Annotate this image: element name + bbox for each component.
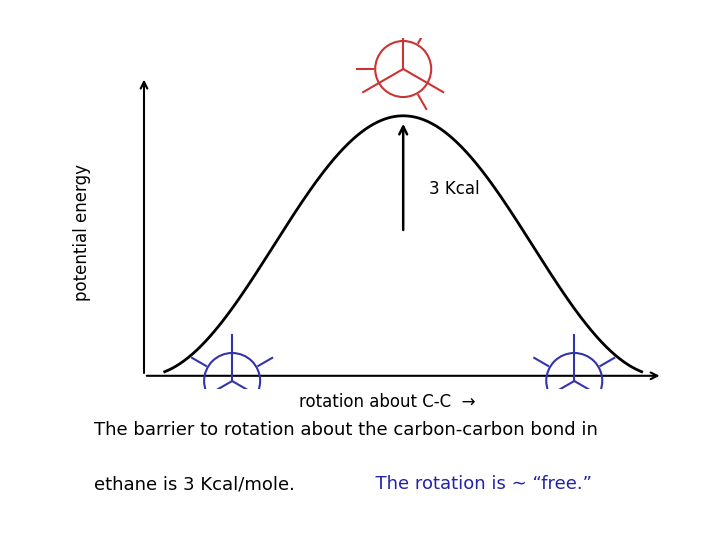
Text: The barrier to rotation about the carbon-carbon bond in: The barrier to rotation about the carbon… xyxy=(94,421,598,439)
Text: The rotation is ∼ “free.”: The rotation is ∼ “free.” xyxy=(364,475,592,493)
Text: rotation about C-C  →: rotation about C-C → xyxy=(300,393,476,411)
Text: potential energy: potential energy xyxy=(73,164,91,301)
Text: ethane is 3 Kcal/mole.: ethane is 3 Kcal/mole. xyxy=(94,475,294,493)
Text: 3 Kcal: 3 Kcal xyxy=(429,180,480,198)
